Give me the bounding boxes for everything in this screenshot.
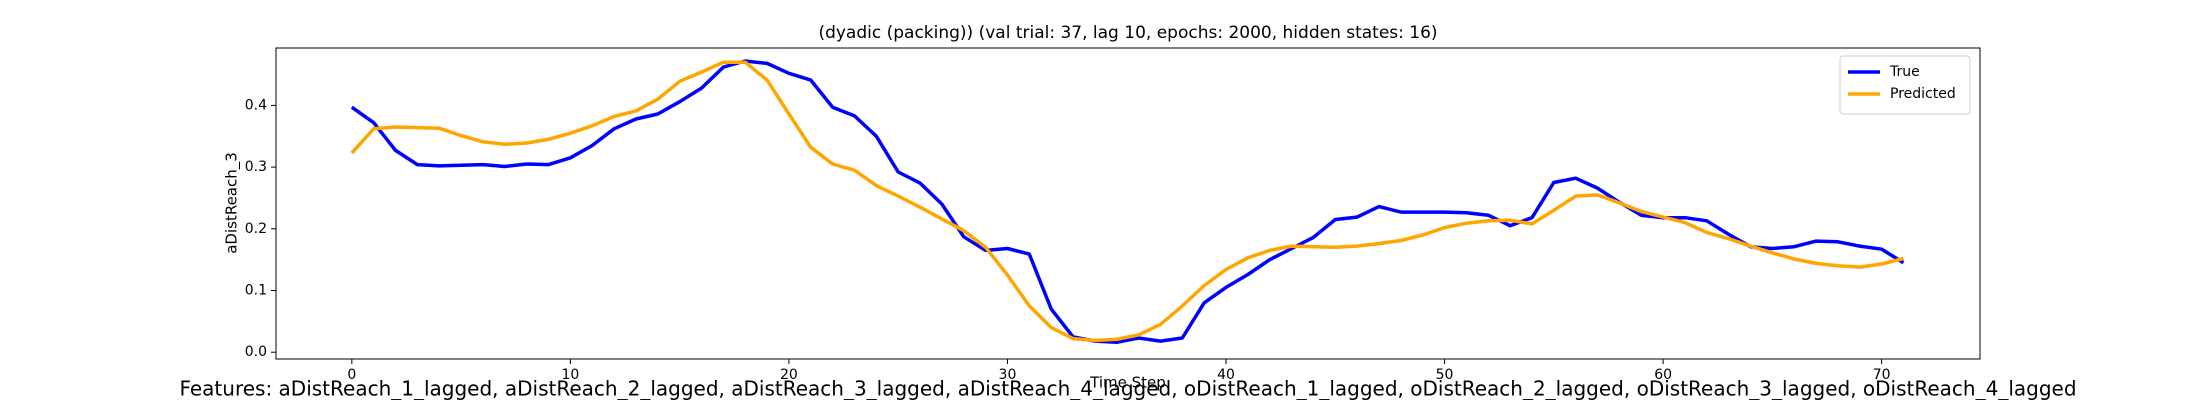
y-tick-label: 0.1: [245, 283, 267, 299]
x-tick-label: 60: [1654, 367, 1672, 383]
plot-frame: [275, 47, 1981, 360]
x-axis-label: Time Step: [1089, 374, 1166, 392]
features-caption: Features: aDistReach_1_lagged, aDistReac…: [179, 377, 2076, 400]
x-tick-label: 50: [1436, 367, 1454, 383]
x-tick-label: 70: [1873, 367, 1891, 383]
series-line: [350, 60, 1904, 343]
chart-title: (dyadic (packing)) (val trial: 37, lag 1…: [818, 23, 1437, 43]
x-tick-label: 30: [999, 367, 1017, 383]
x-tick-label: 0: [347, 367, 356, 383]
y-tick-label: 0.2: [245, 221, 267, 237]
legend-label: True: [1889, 64, 1920, 80]
y-tick-label: 0.0: [245, 344, 267, 360]
x-tick-label: 10: [561, 367, 579, 383]
x-tick-label: 20: [780, 367, 798, 383]
y-axis-label: aDistReach_3: [223, 152, 242, 254]
series-line: [350, 59, 1905, 345]
y-tick-label: 0.3: [245, 159, 267, 175]
x-tick-label: 40: [1217, 367, 1235, 383]
legend-label: Predicted: [1890, 86, 1956, 102]
y-tick-label: 0.4: [245, 97, 267, 113]
